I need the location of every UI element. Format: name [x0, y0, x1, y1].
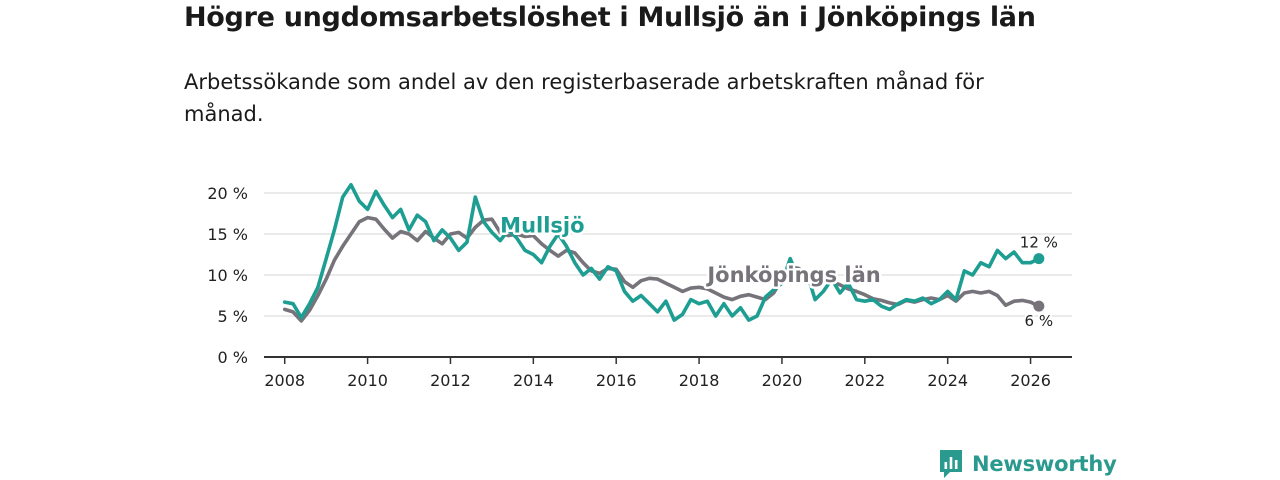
y-tick-label: 0 %	[218, 348, 248, 367]
chart-title: Högre ungdomsarbetslöshet i Mullsjö än i…	[184, 2, 1036, 33]
series-end-point	[1033, 300, 1045, 312]
series-label: Mullsjö	[500, 214, 584, 238]
y-tick-label: 20 %	[207, 184, 248, 203]
x-tick-label: 2014	[513, 371, 554, 390]
y-tick-label: 10 %	[207, 266, 248, 285]
newsworthy-logo-icon	[940, 450, 962, 478]
series-label: Jönköpings län	[705, 263, 880, 287]
x-tick-label: 2026	[1010, 371, 1051, 390]
axis-layer: 0 % 5 % 10 % 15 % 20 % 2008 2010 2012 2014 2016 20…	[207, 184, 1072, 390]
x-tick-label: 2024	[927, 371, 968, 390]
end-value-label: 12 %	[1020, 234, 1058, 252]
x-tick-label: 2018	[679, 371, 720, 390]
y-tick-label: 5 %	[218, 307, 248, 326]
chart-subtitle: Arbetssökande som andel av den registerb…	[184, 70, 984, 126]
y-tick-label: 15 %	[207, 225, 248, 244]
x-tick-label: 2012	[430, 371, 471, 390]
x-tick-label: 2016	[596, 371, 637, 390]
x-tick-label: 2010	[347, 371, 388, 390]
series-end-point	[1033, 253, 1045, 265]
x-tick-label: 2022	[844, 371, 885, 390]
brand-name: Newsworthy	[972, 452, 1117, 476]
x-tick-label: 2020	[762, 371, 803, 390]
x-tick-label: 2008	[264, 371, 305, 390]
label-layer: 6 % 12 % Jönköpings län Mullsjö	[498, 211, 1060, 332]
newsworthy-logo: Newsworthy	[938, 448, 1117, 480]
series-layer	[282, 183, 1041, 323]
end-value-label: 6 %	[1025, 312, 1054, 330]
series-line	[282, 183, 1041, 322]
